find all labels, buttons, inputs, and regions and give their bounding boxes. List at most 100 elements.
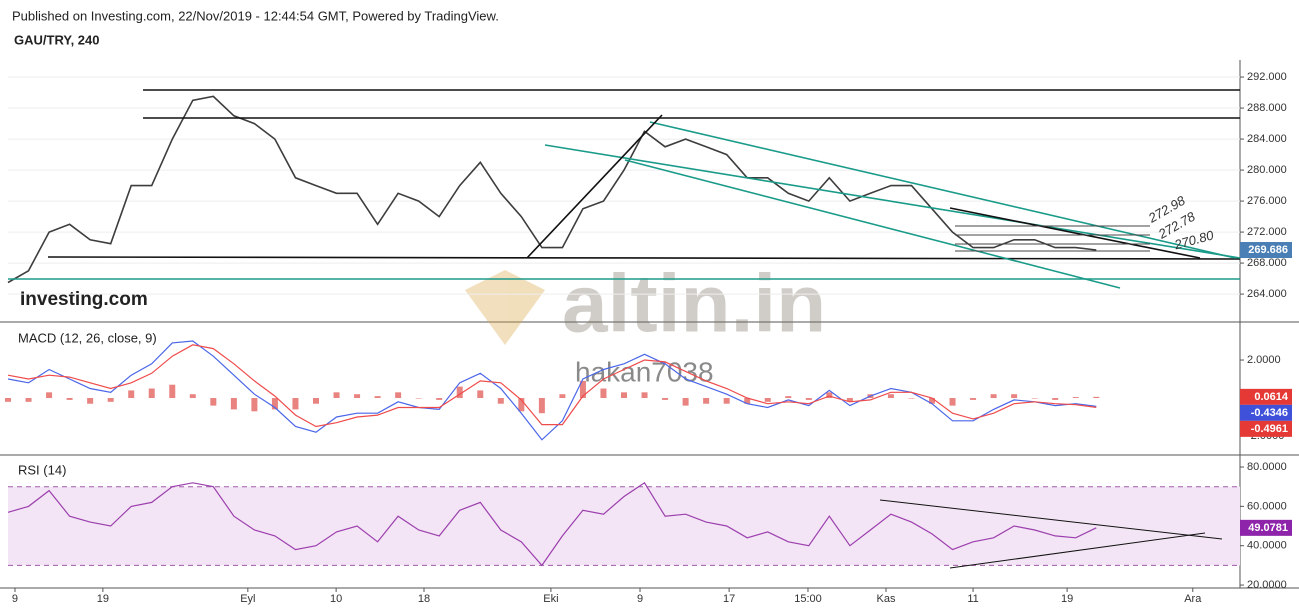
- y-tick-label: 284.000: [1247, 133, 1287, 145]
- histogram-bar: [271, 398, 278, 410]
- x-tick-label: 9: [637, 593, 643, 605]
- histogram-bar: [1011, 394, 1018, 399]
- watermark-icon: [465, 270, 545, 345]
- x-tick-label: Eki: [543, 593, 558, 605]
- histogram-bar: [477, 390, 484, 399]
- last-value-box: [1240, 242, 1292, 259]
- last-value-label: -0.4346: [1251, 407, 1288, 419]
- x-tick-label: 17: [723, 593, 735, 605]
- histogram-bar: [189, 394, 196, 399]
- y-tick-label: 288.000: [1247, 102, 1287, 114]
- trend-line: [526, 114, 663, 259]
- histogram-bar: [5, 398, 11, 402]
- y-tick-label: 268.000: [1247, 257, 1287, 269]
- y-tick-label: 276.000: [1247, 195, 1287, 207]
- histogram-bar: [230, 398, 237, 410]
- watermark-site: altin.in: [562, 259, 826, 350]
- y-tick-label: 60.0000: [1247, 500, 1287, 512]
- histogram-bar: [107, 398, 114, 402]
- histogram-bar: [538, 398, 545, 414]
- histogram-bar: [621, 392, 627, 399]
- histogram-bar: [395, 392, 402, 399]
- histogram-bar: [990, 394, 997, 399]
- histogram-bar: [744, 398, 751, 404]
- series-line: [7, 340, 1097, 441]
- histogram-bar: [1093, 396, 1100, 399]
- histogram-bar: [46, 392, 53, 399]
- histogram-bar: [313, 398, 319, 404]
- histogram-bar: [805, 398, 812, 400]
- histogram-bar: [128, 390, 135, 399]
- symbol: GAU/TRY, 240: [14, 32, 100, 47]
- histogram-bar: [764, 398, 771, 402]
- last-value-label: 269.686: [1248, 244, 1288, 256]
- histogram-bar: [456, 386, 463, 399]
- histogram-bar: [251, 398, 258, 412]
- histogram-bar: [333, 392, 340, 399]
- x-tick-label: 19: [97, 593, 109, 605]
- series-line: [7, 481, 1097, 567]
- trend-line: [949, 207, 1201, 259]
- panel-title: RSI (14): [18, 462, 66, 477]
- y-tick-label: 80.0000: [1247, 461, 1287, 473]
- x-tick-label: Eyl: [240, 593, 255, 605]
- histogram-bar: [703, 398, 710, 404]
- series-line: [7, 344, 1097, 428]
- histogram-bar: [949, 398, 956, 406]
- y-tick-label: 40.0000: [1247, 540, 1287, 552]
- x-tick-label: 19: [1061, 593, 1073, 605]
- histogram-bar: [970, 398, 977, 400]
- drawings: [8, 89, 1241, 569]
- histogram-bar: [1052, 398, 1059, 400]
- y-tick-label: 292.000: [1247, 71, 1287, 83]
- histogram-bar: [579, 380, 586, 399]
- histogram-bar: [25, 398, 32, 402]
- x-tick-label: Ara: [1184, 593, 1202, 605]
- last-value-box: [1240, 404, 1292, 421]
- histogram-bar: [374, 396, 381, 399]
- drawn-line: [47, 256, 1241, 260]
- published-note: Published on Investing.com, 22/Nov/2019 …: [12, 8, 499, 23]
- histogram-bar: [600, 388, 607, 399]
- rsi-band: [8, 486, 1240, 566]
- histogram-bar: [292, 398, 299, 410]
- last-value-label: -0.4961: [1251, 423, 1288, 435]
- x-tick-label: 10: [330, 593, 342, 605]
- x-tick-label: 18: [418, 593, 430, 605]
- watermark: altin.in: [465, 259, 826, 350]
- last-value-label: 49.0781: [1248, 522, 1288, 534]
- channel-line: [544, 144, 1241, 259]
- panel-title: MACD (12, 26, close, 9): [18, 330, 157, 345]
- histogram-bar: [887, 394, 894, 399]
- y-tick-label: 264.000: [1247, 288, 1287, 300]
- series-line: [7, 95, 1097, 284]
- histogram-bar: [354, 394, 361, 399]
- last-value-box: [1240, 420, 1292, 437]
- y-tick-label: 20.0000: [1247, 579, 1287, 591]
- histogram-bar: [497, 398, 504, 404]
- watermark-user: hakan7038: [575, 356, 714, 387]
- channel-line: [624, 159, 1121, 289]
- y-tick-label: 2.0000: [1247, 354, 1281, 366]
- histogram-bar: [682, 398, 689, 406]
- histogram-bar: [662, 398, 669, 400]
- histogram-bar: [846, 398, 853, 402]
- x-tick-label: 11: [967, 593, 978, 605]
- x-tick-label: 9: [12, 593, 18, 605]
- investing-logo: Investing.com: [20, 289, 148, 310]
- histogram-bar: [518, 398, 525, 412]
- histogram-bar: [66, 398, 73, 400]
- histogram-bar: [929, 398, 935, 404]
- x-tick-label: 15:00: [794, 593, 822, 605]
- y-tick-label: 272.000: [1247, 226, 1287, 238]
- rsi-trend-line: [949, 532, 1206, 569]
- histogram-bar: [148, 388, 155, 399]
- histogram-bar: [723, 398, 730, 404]
- x-tick-label: Kas: [877, 593, 896, 605]
- histogram-bar: [785, 396, 792, 399]
- histogram-bar: [826, 392, 833, 399]
- last-value-box: [1240, 519, 1292, 536]
- last-value-label: 0.0614: [1254, 391, 1289, 403]
- histogram-bar: [436, 398, 443, 400]
- last-value-box: [1240, 388, 1292, 405]
